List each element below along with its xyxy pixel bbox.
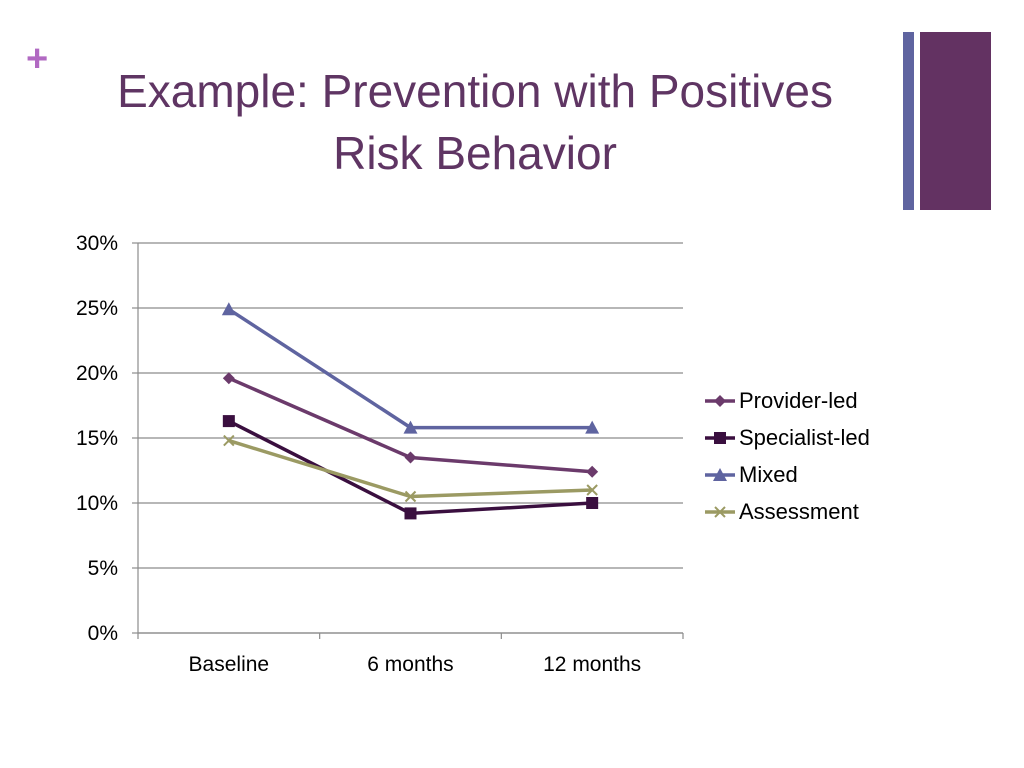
- y-tick-label-4: 20%: [76, 362, 118, 385]
- slide-title: Example: Prevention with Positives Risk …: [40, 60, 910, 184]
- y-tick-label-2: 10%: [76, 492, 118, 515]
- legend-item-1: Specialist-led: [703, 419, 870, 456]
- y-tick-label-6: 30%: [76, 232, 118, 255]
- data-point-s0-1: [404, 451, 417, 464]
- y-tick-label-1: 5%: [88, 557, 118, 580]
- accent-bar-wide: [920, 32, 991, 210]
- data-point-s3-0: [223, 434, 235, 447]
- data-point-s0-2: [586, 465, 599, 478]
- y-tick-label-3: 15%: [76, 427, 118, 450]
- data-point-s1-0: [222, 415, 235, 428]
- chart-legend: Provider-led Specialist-led Mixed Assessmen…: [703, 382, 870, 530]
- x-tick-label-2: 12 months: [543, 653, 641, 676]
- title-line-1: Example: Prevention with Positives: [117, 65, 833, 117]
- x-tick-label-0: Baseline: [189, 653, 270, 676]
- legend-item-0: Provider-led: [703, 382, 870, 419]
- legend-swatch-2: [705, 467, 735, 481]
- data-point-s3-2: [586, 484, 598, 496]
- legend-label-2: Mixed: [739, 461, 798, 487]
- data-point-s1-1: [404, 507, 417, 520]
- y-tick-label-0: 0%: [88, 622, 118, 645]
- data-point-s2-1: [403, 420, 418, 434]
- x-tick-label-1: 6 months: [367, 653, 453, 676]
- data-point-s0-0: [222, 372, 235, 385]
- legend-swatch-3: [705, 505, 735, 518]
- bullet-plus: +: [26, 38, 49, 80]
- legend-label-1: Specialist-led: [739, 424, 870, 450]
- accent-bar-thin: [903, 32, 914, 210]
- legend-swatch-1: [705, 431, 735, 444]
- legend-swatch-0: [705, 394, 735, 407]
- data-point-s1-2: [586, 497, 599, 509]
- legend-label-3: Assessment: [739, 498, 859, 524]
- data-point-s2-0: [221, 302, 236, 316]
- title-line-2: Risk Behavior: [333, 127, 617, 179]
- data-point-s3-1: [404, 490, 417, 503]
- legend-item-3: Assessment: [703, 493, 870, 530]
- y-tick-label-5: 25%: [76, 297, 118, 320]
- series-line-2: [227, 307, 593, 430]
- legend-label-0: Provider-led: [739, 387, 858, 413]
- data-point-s2-2: [585, 420, 600, 434]
- legend-item-2: Mixed: [703, 456, 870, 493]
